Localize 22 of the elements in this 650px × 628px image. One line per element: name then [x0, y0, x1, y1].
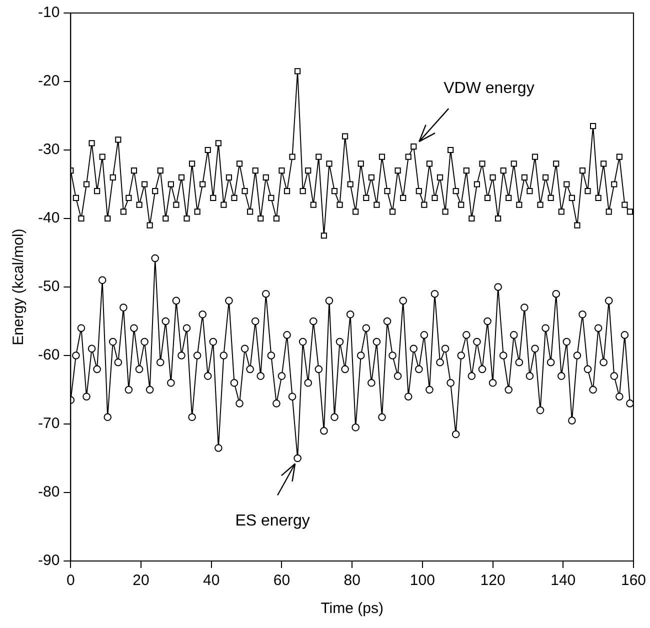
y-tick-label: -80: [38, 484, 60, 501]
x-tick-label: 160: [620, 572, 646, 590]
annotation: ES energy: [235, 512, 310, 530]
y-tick-label: -30: [38, 141, 60, 158]
y-axis-title: Energy (kcal/mol): [10, 228, 28, 346]
y-tick-label: -10: [38, 4, 60, 22]
y-tick-label: -20: [38, 72, 60, 90]
x-tick-label: 0: [66, 572, 75, 590]
y-tick-label: -40: [38, 210, 60, 227]
y-tick-label: -70: [38, 415, 60, 432]
y-tick-label: -50: [38, 278, 60, 296]
y-tick-label: -60: [38, 346, 60, 364]
x-tick-label: 20: [132, 572, 150, 590]
x-tick-label: 120: [480, 572, 506, 590]
x-tick-label: 100: [410, 572, 435, 590]
x-tick-label: 140: [550, 572, 576, 590]
x-axis-title: Time (ps): [320, 600, 384, 618]
y-tick-label: -90: [38, 552, 60, 570]
x-tick-label: 40: [203, 572, 220, 590]
x-tick-label: 60: [273, 572, 290, 590]
annotation: VDW energy: [444, 80, 534, 97]
x-tick-label: 80: [344, 572, 360, 590]
